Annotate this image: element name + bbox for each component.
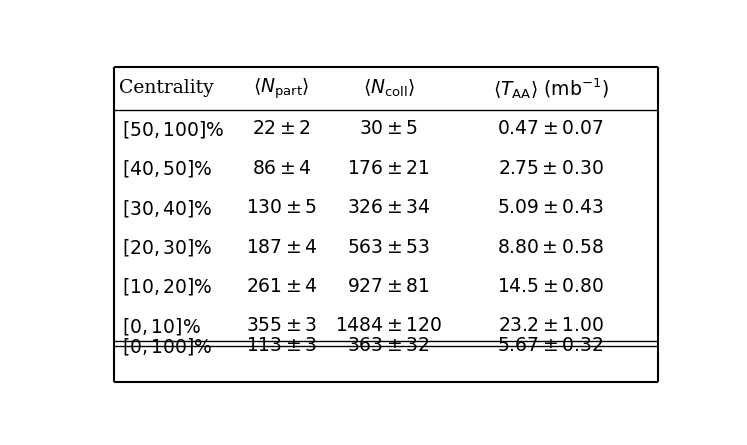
- Text: $\langle T_{\mathrm{AA}}\rangle\ (\mathrm{mb}^{-1})$: $\langle T_{\mathrm{AA}}\rangle\ (\mathr…: [493, 76, 609, 101]
- Text: $113 \pm 3$: $113 \pm 3$: [246, 337, 317, 355]
- Text: $2.75 \pm 0.30$: $2.75 \pm 0.30$: [498, 160, 604, 178]
- Text: $8.80 \pm 0.58$: $8.80 \pm 0.58$: [498, 239, 604, 257]
- Text: Centrality: Centrality: [120, 79, 214, 97]
- Text: $261 \pm 4$: $261 \pm 4$: [246, 278, 317, 296]
- Text: $5.09 \pm 0.43$: $5.09 \pm 0.43$: [498, 199, 604, 217]
- Text: $[30,40]\%$: $[30,40]\%$: [123, 198, 213, 218]
- Text: $176 \pm 21$: $176 \pm 21$: [347, 160, 430, 178]
- Text: $[20,30]\%$: $[20,30]\%$: [123, 237, 213, 258]
- Text: $[40,50]\%$: $[40,50]\%$: [123, 158, 213, 179]
- Text: $187 \pm 4$: $187 \pm 4$: [246, 239, 317, 257]
- Text: $[0,100]\%$: $[0,100]\%$: [123, 336, 213, 356]
- Text: $326 \pm 34$: $326 \pm 34$: [347, 199, 430, 217]
- Text: $[50,100]\%$: $[50,100]\%$: [123, 119, 225, 140]
- Text: $5.67 \pm 0.32$: $5.67 \pm 0.32$: [498, 337, 604, 355]
- Text: $[10,20]\%$: $[10,20]\%$: [123, 276, 213, 298]
- Text: $86 \pm 4$: $86 \pm 4$: [252, 160, 311, 178]
- Text: $1484 \pm 120$: $1484 \pm 120$: [335, 317, 442, 336]
- Text: $\langle N_{\mathrm{coll}}\rangle$: $\langle N_{\mathrm{coll}}\rangle$: [362, 78, 415, 99]
- Text: $130 \pm 5$: $130 \pm 5$: [246, 199, 317, 217]
- Text: $927 \pm 81$: $927 \pm 81$: [347, 278, 430, 296]
- Text: $\langle N_{\mathrm{part}}\rangle$: $\langle N_{\mathrm{part}}\rangle$: [253, 76, 310, 101]
- Text: $22 \pm 2$: $22 \pm 2$: [252, 120, 311, 138]
- Text: $30 \pm 5$: $30 \pm 5$: [359, 120, 418, 138]
- Text: $14.5 \pm 0.80$: $14.5 \pm 0.80$: [498, 278, 604, 296]
- Text: $355 \pm 3$: $355 \pm 3$: [246, 317, 317, 336]
- Text: $563 \pm 53$: $563 \pm 53$: [347, 239, 430, 257]
- Text: $23.2 \pm 1.00$: $23.2 \pm 1.00$: [498, 317, 604, 336]
- Text: $363 \pm 32$: $363 \pm 32$: [347, 337, 430, 355]
- Text: $[0,10]\%$: $[0,10]\%$: [123, 316, 201, 337]
- Text: $0.47 \pm 0.07$: $0.47 \pm 0.07$: [498, 120, 604, 138]
